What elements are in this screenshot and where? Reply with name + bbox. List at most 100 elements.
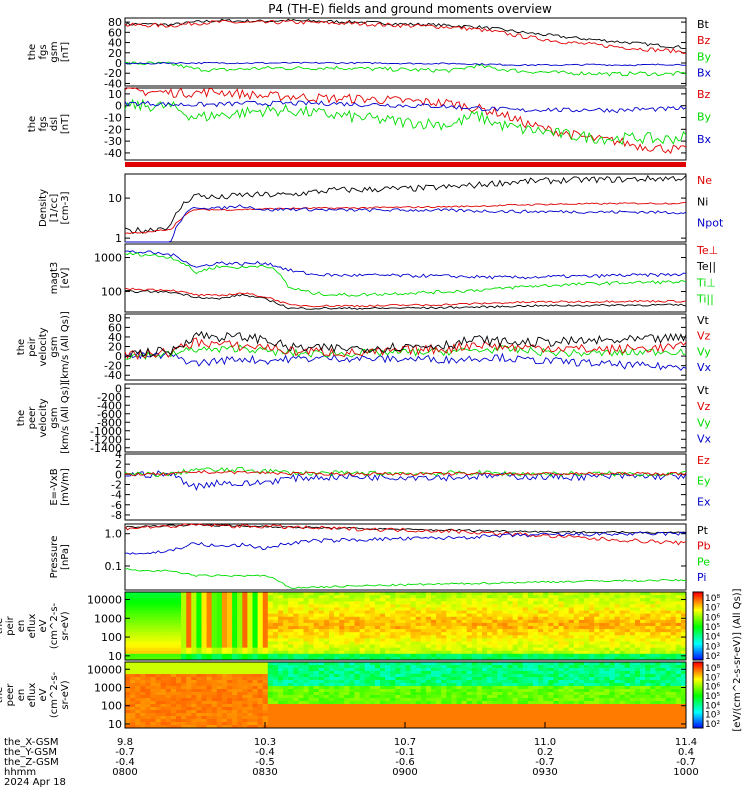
heatmap-cell [176,701,182,705]
heatmap-cell [476,598,483,602]
heatmap-cell [502,665,508,669]
heatmap-cell [369,683,376,687]
heatmap-cell [125,683,131,687]
heatmap-cell [665,607,672,611]
heatmap-cell [456,632,462,636]
heatmap-cell [160,598,167,602]
heatmap-cell [497,610,503,615]
heatmap-cell [334,595,340,599]
y-tick-label: -1200 [90,433,122,446]
heatmap-cell [538,626,544,630]
heatmap-cell [558,689,564,693]
heatmap-cell [145,683,151,687]
heatmap-cell [527,707,534,711]
heatmap-cell [548,656,554,661]
heatmap-cell [589,689,595,693]
heatmap-cell [181,665,187,669]
heatmap-cell [329,704,335,708]
heatmap-cell [247,610,253,615]
y-tick-label: 20 [108,341,122,354]
heatmap-cell [584,692,590,696]
heatmap-cell [395,644,401,649]
heatmap-cell [354,710,360,714]
heatmap-cell [446,668,452,672]
y-tick-label: 4 [115,448,122,461]
heatmap-cell [553,656,559,661]
heatmap-cell [232,695,238,699]
heatmap-cell [655,626,661,630]
heatmap-cell [247,607,253,611]
heatmap-cell [604,707,610,711]
heatmap-cell [380,680,386,684]
heatmap-cell [665,644,672,649]
heatmap-cell [431,698,437,702]
heatmap-cell [441,650,447,655]
heatmap-cell [293,698,299,702]
heatmap-cell [410,616,417,621]
heatmap-cell [655,604,661,608]
heatmap-cell [130,601,136,605]
heatmap-cell [655,635,661,639]
heatmap-cell [420,622,427,627]
heatmap-cell [374,689,381,693]
heatmap-cell [655,689,661,693]
heatmap-cell [517,604,524,608]
heatmap-cell [655,595,661,599]
heatmap-cell [476,650,483,655]
heatmap-cell [380,689,386,693]
heatmap-cell [272,610,279,615]
heatmap-cell [604,613,610,618]
heatmap-cell [242,710,248,714]
heatmap-cell [211,701,218,705]
heatmap-cell [517,601,524,605]
heatmap-cell [584,592,590,596]
heatmap-cell [655,613,661,618]
heatmap-cell [466,619,473,624]
heatmap-cell [354,653,360,658]
heatmap-cell [267,622,274,627]
heatmap-cell [211,619,218,624]
heatmap-cell [461,653,468,658]
heatmap-cell [527,701,534,705]
heatmap-cell [145,638,151,642]
heatmap-cell [181,601,187,605]
heatmap-cell [308,674,315,678]
heatmap-cell [176,592,182,596]
heatmap-cell [522,632,529,636]
heatmap-cell [272,607,279,611]
heatmap-cell [160,613,167,618]
heatmap-cell [130,656,136,661]
heatmap-cell [130,704,136,708]
heatmap-cell [410,683,417,687]
heatmap-cell [624,604,631,608]
heatmap-cell [476,592,483,596]
heatmap-cell [191,635,197,639]
heatmap-cell [272,622,279,627]
heatmap-cell [507,647,513,652]
heatmap-cell [145,698,151,702]
heatmap-cell [558,619,564,624]
heatmap-cell [339,598,345,602]
heatmap-cell [186,719,192,723]
heatmap-cell [660,607,666,611]
heatmap-cell [140,650,146,655]
heatmap-cell [568,683,575,687]
heatmap-cell [232,689,238,693]
heatmap-cell [553,638,559,642]
heatmap-cell [675,601,682,605]
heatmap-cell [584,650,590,655]
heatmap-cell [252,613,258,618]
heatmap-cell [201,698,207,702]
heatmap-cell [247,668,253,672]
heatmap-cell [354,665,360,669]
heatmap-cell [334,610,340,615]
heatmap-cell [538,671,544,675]
heatmap-cell [313,722,320,726]
heatmap-cell [196,626,202,630]
heatmap-cell [318,653,325,658]
heatmap-cell [329,616,335,621]
heatmap-cell [303,638,309,642]
heatmap-cell [135,656,141,661]
heatmap-cell [650,704,656,708]
heatmap-cell [538,695,544,699]
